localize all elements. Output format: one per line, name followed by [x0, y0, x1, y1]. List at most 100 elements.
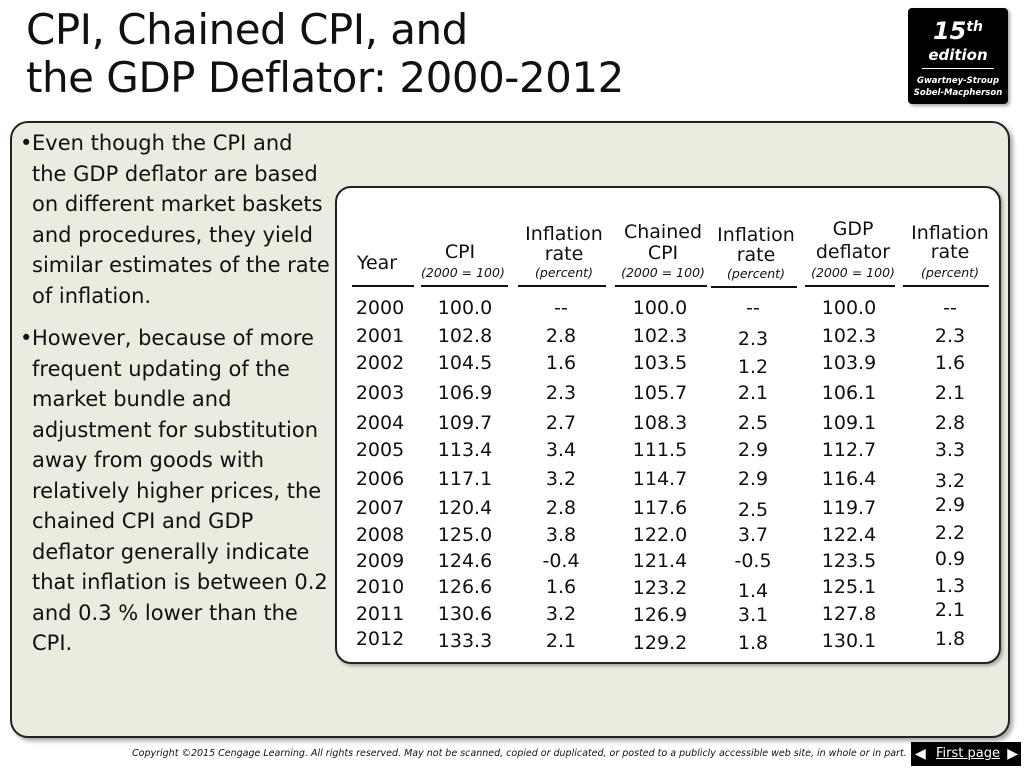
cell-gdp-deflator: 125.1 — [821, 576, 877, 598]
cell-gdp-deflator: 109.1 — [821, 412, 877, 434]
cell-year: 2000 — [355, 297, 405, 319]
cell-year: 2010 — [355, 576, 405, 598]
cell-cpi-inflation: -- — [554, 297, 568, 319]
cell-cpi: 126.6 — [437, 576, 493, 598]
cell-cpi: 133.3 — [437, 630, 493, 652]
bullet-list: • Even though the CPI and the GDP deflat… — [20, 128, 330, 659]
header-chained-cpi-line2: CPI — [647, 242, 679, 264]
cell-cpi: 124.6 — [437, 550, 493, 572]
header-inflation-chained-sub: (percent) — [727, 266, 785, 281]
cell-year: 2011 — [355, 603, 405, 625]
cell-chained-inflation: 1.4 — [737, 580, 769, 602]
cell-cpi: 109.7 — [437, 412, 493, 434]
header-cpi-sub: (2000 = 100) — [421, 265, 505, 280]
cell-chained-cpi: 122.0 — [632, 524, 688, 546]
cell-chained-cpi: 114.7 — [632, 468, 688, 490]
inflation-table: Year CPI (2000 = 100) Inflation rate (pe… — [335, 186, 1001, 664]
edition-number-suffix: th — [966, 19, 984, 35]
cell-gdp-inflation: 2.8 — [934, 412, 966, 434]
header-underline — [421, 285, 508, 287]
cell-chained-cpi: 117.6 — [632, 497, 688, 519]
header-underline — [352, 285, 414, 287]
cell-gdp-inflation: 1.8 — [934, 628, 966, 650]
cell-chained-cpi: 100.0 — [632, 297, 688, 319]
cell-gdp-inflation: 2.9 — [934, 494, 966, 516]
cell-cpi-inflation: 3.2 — [545, 603, 577, 625]
cell-gdp-deflator: 119.7 — [821, 497, 877, 519]
cell-gdp-inflation: 1.3 — [934, 575, 966, 597]
header-gdp-deflator-sub: (2000 = 100) — [811, 265, 895, 280]
header-underline — [615, 285, 707, 287]
cell-year: 2005 — [355, 439, 405, 461]
arrow-right-icon: ▶ — [1007, 746, 1018, 762]
cell-year: 2002 — [355, 352, 405, 374]
cell-chained-cpi: 129.2 — [632, 632, 688, 654]
bullet-item: • However, because of more frequent upda… — [20, 323, 330, 659]
cell-chained-cpi: 111.5 — [632, 439, 688, 461]
edition-badge: 15th edition Gwartney-Stroup Sobel-Macph… — [908, 8, 1008, 104]
cell-cpi: 117.1 — [437, 468, 493, 490]
cell-cpi-inflation: 3.2 — [545, 468, 577, 490]
cell-chained-inflation: 2.5 — [737, 412, 769, 434]
bullet-item: • Even though the CPI and the GDP deflat… — [20, 128, 330, 311]
cell-chained-inflation: 3.7 — [737, 524, 769, 546]
edition-authors: Gwartney-Stroup Sobel-Macpherson — [908, 75, 1008, 99]
cell-chained-cpi: 123.2 — [632, 577, 688, 599]
cell-gdp-deflator: 102.3 — [821, 325, 877, 347]
cell-year: 2007 — [355, 497, 405, 519]
cell-gdp-deflator: 127.8 — [821, 603, 877, 625]
cell-chained-cpi: 108.3 — [632, 412, 688, 434]
slide-title-line2: the GDP Deflator: 2000-2012 — [26, 53, 624, 102]
slide-title: CPI, Chained CPI, and the GDP Deflator: … — [26, 6, 624, 102]
first-page-button[interactable]: ◀ First page ▶ — [911, 742, 1021, 766]
cell-gdp-inflation: 3.2 — [934, 470, 966, 492]
cell-gdp-inflation: 2.2 — [934, 522, 966, 544]
header-cpi: CPI — [444, 241, 476, 263]
bullet-text: Even though the CPI and the GDP deflator… — [32, 131, 330, 308]
cell-chained-cpi: 105.7 — [632, 382, 688, 404]
cell-gdp-inflation: 0.9 — [934, 548, 966, 570]
header-inflation-chained-line2: rate — [736, 244, 776, 266]
bullet-symbol: • — [20, 326, 33, 350]
header-underline — [711, 286, 797, 288]
arrow-left-icon: ◀ — [915, 746, 926, 762]
cell-chained-inflation: 1.2 — [737, 356, 769, 378]
cell-year: 2008 — [355, 524, 405, 546]
header-underline — [805, 285, 895, 287]
cell-chained-cpi: 102.3 — [632, 325, 688, 347]
cell-cpi-inflation: 3.8 — [545, 524, 577, 546]
cell-cpi-inflation: 2.3 — [545, 382, 577, 404]
header-chained-cpi: Chained — [623, 221, 703, 243]
cell-cpi-inflation: 2.7 — [545, 412, 577, 434]
cell-cpi: 125.0 — [437, 524, 493, 546]
cell-year: 2003 — [355, 382, 405, 404]
header-gdp-deflator: GDP — [832, 218, 874, 240]
cell-gdp-inflation: -- — [943, 297, 957, 319]
cell-cpi: 130.6 — [437, 603, 493, 625]
cell-year: 2006 — [355, 468, 405, 490]
header-inflation-gdp-sub: (percent) — [921, 265, 979, 280]
cell-gdp-inflation: 1.6 — [934, 352, 966, 374]
cell-chained-cpi: 121.4 — [632, 550, 688, 572]
bullet-symbol: • — [20, 131, 33, 155]
cell-gdp-deflator: 116.4 — [821, 468, 877, 490]
cell-gdp-deflator: 122.4 — [821, 524, 877, 546]
copyright-text: Copyright ©2015 Cengage Learning. All ri… — [132, 748, 907, 759]
slide-title-line1: CPI, Chained CPI, and — [26, 5, 468, 54]
cell-gdp-inflation: 2.1 — [934, 382, 966, 404]
edition-number: 15th — [908, 18, 1008, 44]
cell-gdp-inflation: 3.3 — [934, 439, 966, 461]
cell-year: 2012 — [355, 628, 405, 650]
header-inflation-cpi-line2: rate — [544, 243, 584, 265]
header-inflation-gdp: Inflation — [911, 222, 989, 244]
cell-chained-cpi: 103.5 — [632, 352, 688, 374]
cell-year: 2001 — [355, 325, 405, 347]
authors-line2: Sobel-Macpherson — [913, 88, 1003, 98]
cell-cpi: 100.0 — [437, 297, 493, 319]
header-year: Year — [356, 252, 398, 274]
first-page-label: First page — [936, 746, 1000, 761]
edition-word: edition — [928, 46, 988, 64]
authors-line1: Gwartney-Stroup — [916, 76, 1000, 86]
cell-cpi-inflation: 2.1 — [545, 630, 577, 652]
header-inflation-cpi-sub: (percent) — [535, 265, 593, 280]
